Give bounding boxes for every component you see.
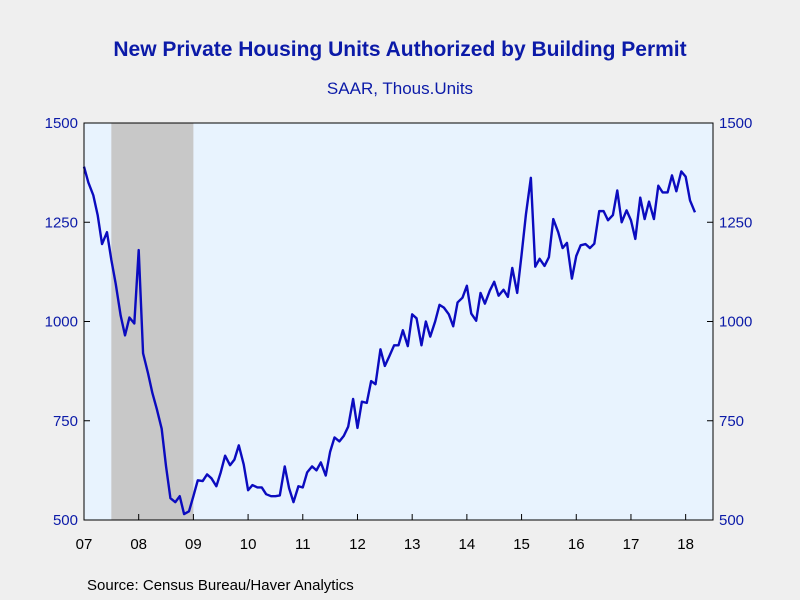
chart-title: New Private Housing Units Authorized by … <box>113 38 687 61</box>
y-tick-label-right: 1000 <box>719 314 752 331</box>
x-tick-label: 14 <box>459 536 476 553</box>
x-tick-label: 13 <box>404 536 421 553</box>
plot-frame <box>83 122 714 521</box>
y-tick-label-right: 500 <box>719 512 744 529</box>
source-note: Source: Census Bureau/Haver Analytics <box>87 577 354 594</box>
x-tick-label: 07 <box>76 536 93 553</box>
x-tick-label: 12 <box>349 536 366 553</box>
x-tick-label: 18 <box>677 536 694 553</box>
x-axis: 07 08 09 10 11 12 13 14 15 16 17 18 <box>76 514 694 553</box>
x-tick-label: 16 <box>568 536 585 553</box>
y-axis-left: 500 750 1000 1250 1500 <box>45 115 90 529</box>
x-tick-label: 17 <box>623 536 640 553</box>
y-tick-label-left: 1000 <box>45 314 78 331</box>
x-tick-label: 08 <box>130 536 147 553</box>
y-axis-right: 500 750 1000 1250 1500 <box>707 115 752 529</box>
x-tick-label: 10 <box>240 536 257 553</box>
series-line-housing-permits <box>82 166 697 516</box>
y-tick-label-right: 1500 <box>719 115 752 132</box>
y-tick-label-left: 1250 <box>45 214 78 231</box>
y-tick-label-right: 1250 <box>719 214 752 231</box>
y-tick-label-right: 750 <box>719 413 744 430</box>
y-tick-label-left: 500 <box>53 512 78 529</box>
x-tick-label: 15 <box>513 536 530 553</box>
x-tick-label: 11 <box>295 536 311 553</box>
y-tick-label-left: 1500 <box>45 115 78 132</box>
chart-subtitle: SAAR, Thous.Units <box>326 79 474 98</box>
x-tick-label: 09 <box>185 536 202 553</box>
y-tick-label-left: 750 <box>53 413 78 430</box>
recession-shade <box>111 123 194 520</box>
